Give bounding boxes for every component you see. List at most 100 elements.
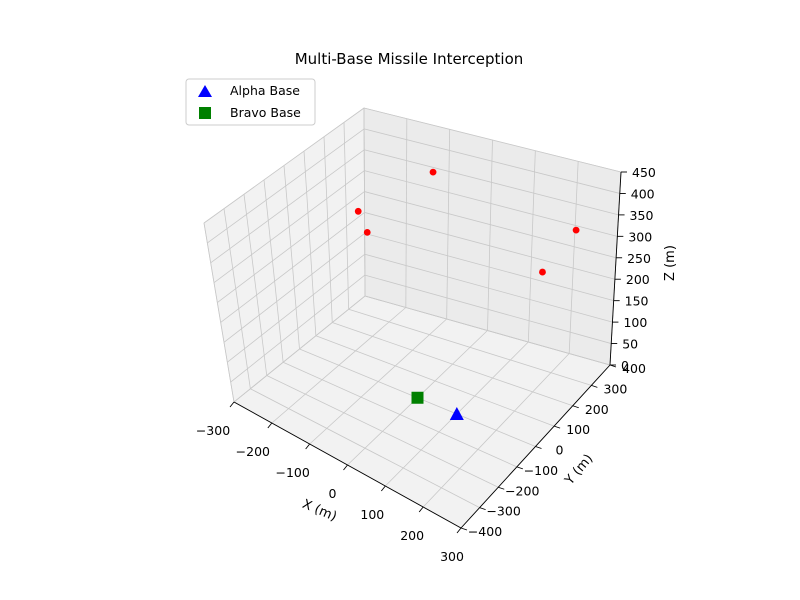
- z-axis-label: Z (m): [663, 245, 678, 281]
- grid-y-floor: [266, 375, 499, 488]
- grid-z-left: [227, 253, 366, 363]
- z-tick-label: 200: [626, 272, 650, 287]
- z-tick-label: 450: [632, 165, 656, 180]
- x-tick-label: 200: [400, 528, 424, 543]
- z-tick-label: 50: [622, 337, 638, 352]
- y-tick: [591, 384, 598, 388]
- legend-bravo-label: Bravo Base: [230, 105, 301, 120]
- grid-y-floor: [250, 388, 480, 508]
- grid-z-left: [217, 191, 365, 303]
- y-tick: [535, 446, 542, 449]
- legend-bravo-marker: [199, 107, 211, 119]
- grid-z-back: [364, 212, 615, 280]
- missile-point-1: [363, 228, 371, 236]
- y-tick-label: −300: [486, 504, 520, 519]
- x-tick: [456, 527, 462, 534]
- data-marks: [354, 168, 580, 420]
- x-tick: [229, 401, 235, 408]
- z-tick-label: 250: [627, 251, 651, 266]
- z-tick-label: 0: [621, 358, 629, 373]
- missile-point-2: [354, 207, 362, 215]
- grid-z-left: [213, 170, 365, 283]
- grid-z-back: [364, 128, 620, 194]
- y-tick-label: −100: [524, 463, 558, 478]
- grid-x-wall: [568, 161, 579, 354]
- y-tick: [572, 405, 579, 409]
- grid-z-left: [203, 107, 365, 224]
- grid-z-left: [220, 212, 365, 323]
- y-tick: [516, 466, 524, 470]
- x-tick-label: −200: [236, 444, 270, 459]
- x-tick: [305, 443, 311, 450]
- grid-lines: [203, 107, 622, 529]
- bravo-base-marker: [411, 391, 424, 404]
- x-tick-label: 100: [360, 507, 384, 522]
- grid-z-back: [364, 149, 619, 216]
- grid-y-floor: [332, 322, 573, 407]
- grid-y-wall: [323, 136, 333, 323]
- grid-z-back: [364, 295, 611, 366]
- alpha-base-marker: [449, 407, 464, 420]
- grid-z-back: [363, 107, 622, 173]
- y-tick-label: 100: [566, 422, 590, 437]
- y-tick: [460, 527, 468, 531]
- z-axis-line: [609, 171, 622, 366]
- legend-alpha-marker: [198, 85, 212, 97]
- grid-y-floor: [282, 361, 518, 468]
- y-tick-label: −400: [468, 524, 502, 539]
- z-tick-label: 100: [623, 315, 647, 330]
- grid-y-floor: [315, 335, 555, 427]
- legend-box: [185, 78, 316, 126]
- grid-x-wall: [487, 139, 493, 331]
- y-tick-label: 200: [585, 402, 609, 417]
- y-tick: [553, 425, 561, 429]
- grid-z-back: [364, 253, 613, 323]
- grid-y-wall: [263, 179, 284, 363]
- x-tick-label: 0: [329, 486, 337, 501]
- grid-y-wall: [363, 107, 366, 297]
- grid-y-wall: [243, 194, 268, 376]
- grid-y-wall: [223, 208, 251, 389]
- y-tick-label: 300: [603, 381, 627, 396]
- x-tick-label: −300: [196, 423, 230, 438]
- missile-point-5: [572, 226, 580, 234]
- legend: Alpha Base Bravo Base: [185, 78, 316, 126]
- z-tick-label: 400: [631, 186, 655, 201]
- y-tick-label: 0: [556, 443, 564, 458]
- grid-x-wall: [446, 129, 451, 320]
- x-tick: [418, 506, 424, 513]
- x-axis-label: X (m): [300, 497, 339, 525]
- z-tick-label: 350: [630, 208, 654, 223]
- y-axis-label: Y (m): [562, 452, 597, 489]
- y-tick-label: −200: [505, 483, 539, 498]
- grid-z-back: [364, 170, 618, 237]
- grid-z-left: [207, 128, 365, 244]
- grid-z-back: [364, 232, 614, 302]
- grid-x-wall: [405, 118, 408, 308]
- x-tick: [343, 464, 348, 471]
- chart-title: Multi-Base Missile Interception: [295, 50, 524, 68]
- z-tick-label: 150: [625, 294, 649, 309]
- grid-y-wall: [343, 122, 350, 310]
- tick-labels: −300−200−1000100200300−400−300−200−10001…: [196, 165, 656, 564]
- y-tick: [498, 486, 505, 490]
- grid-y-wall: [203, 222, 235, 403]
- z-tick-label: 300: [628, 229, 652, 244]
- grid-z-left: [230, 274, 366, 383]
- y-tick: [479, 507, 486, 511]
- grid-z-left: [233, 295, 366, 403]
- grid-z-back: [364, 191, 617, 259]
- x-tick: [267, 422, 273, 429]
- y-tick-label: 400: [622, 361, 646, 376]
- x-tick-label: 300: [440, 549, 464, 564]
- x-tick-label: −100: [275, 465, 309, 480]
- grid-y-wall: [303, 151, 317, 336]
- grid-z-left: [210, 149, 365, 264]
- grid-y-wall: [283, 165, 300, 350]
- missile-point-4: [539, 268, 546, 276]
- grid-x-wall: [527, 150, 536, 343]
- grid-z-left: [223, 233, 365, 343]
- grid-z-back: [364, 274, 612, 344]
- grid-y-floor: [348, 308, 592, 386]
